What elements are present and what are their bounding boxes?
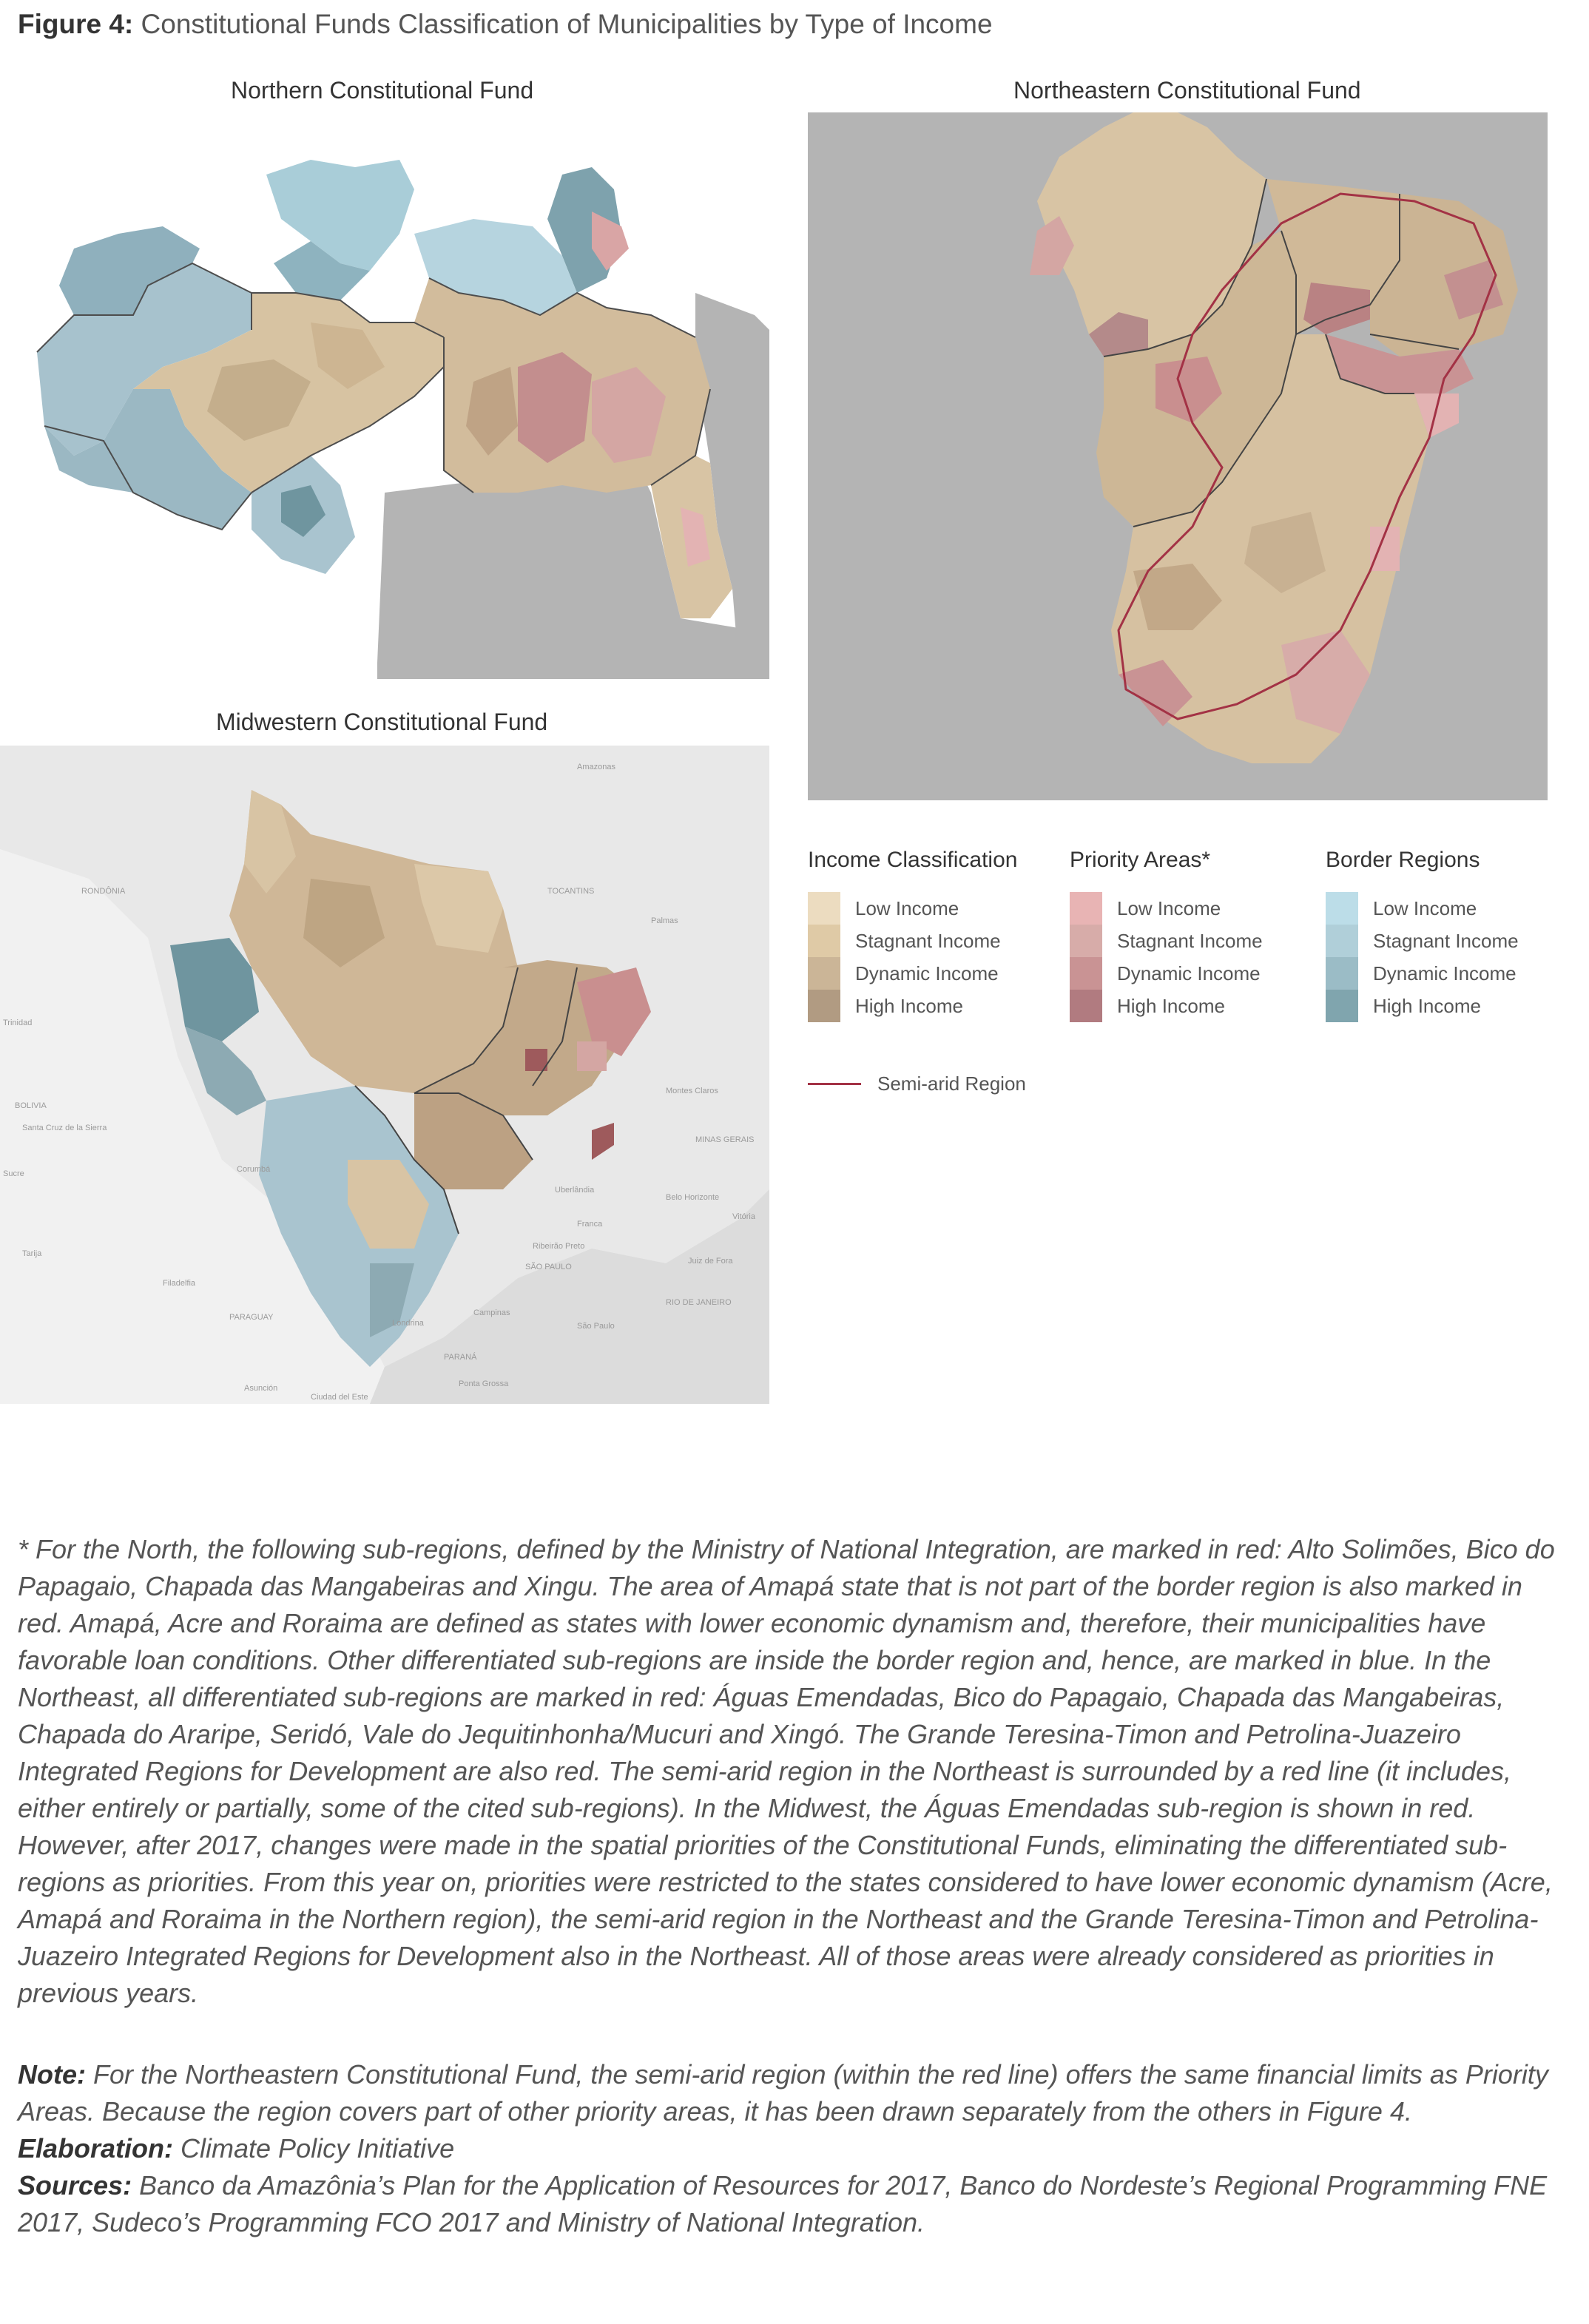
map-label: Santa Cruz de la Sierra — [22, 1124, 107, 1132]
map-label: Filadelfia — [163, 1279, 196, 1288]
legend-item: Low Income — [1326, 892, 1519, 925]
legend-swatch — [808, 990, 840, 1022]
map-label: Palmas — [651, 916, 678, 925]
map-label: Uberlândia — [555, 1186, 595, 1195]
legend-item: High Income — [1326, 990, 1519, 1022]
legend-item: Low Income — [808, 892, 1017, 925]
map-label: BOLIVIA — [15, 1101, 47, 1110]
legend-label: Stagnant Income — [1117, 929, 1263, 952]
legend-swatch — [808, 925, 840, 957]
legend-item: Dynamic Income — [808, 957, 1017, 990]
map-label: RONDÔNIA — [81, 886, 126, 896]
map-label: Amazonas — [577, 763, 615, 771]
legend-item: Stagnant Income — [1070, 925, 1263, 957]
map-label: Trinidad — [3, 1019, 32, 1027]
legend-swatch — [1326, 925, 1358, 957]
legend-item: Stagnant Income — [1326, 925, 1519, 957]
legend-label: Low Income — [855, 896, 959, 919]
map-label: Tarija — [22, 1249, 42, 1258]
legend-label: High Income — [1117, 994, 1225, 1017]
legend-swatch — [808, 957, 840, 990]
map-label: Montes Claros — [666, 1087, 718, 1095]
map-label: Corumbá — [237, 1165, 271, 1174]
northeast-map-title: Northeastern Constitutional Fund — [1013, 77, 1361, 104]
legend-label: Dynamic Income — [1373, 962, 1517, 984]
map-label: Londrina — [392, 1319, 425, 1328]
north-map — [30, 145, 769, 679]
elaboration-text: Climate Policy Initiative — [181, 2133, 455, 2163]
legend-label: Low Income — [1373, 896, 1477, 919]
figure-label: Figure 4: — [18, 9, 134, 39]
map-label: Ciudad del Este — [311, 1393, 368, 1402]
legend-semiarid: Semi-arid Region — [808, 1073, 1026, 1095]
elaboration-paragraph: Elaboration: Climate Policy Initiative — [18, 2130, 1571, 2167]
sources-text: Banco da Amazônia’s Plan for the Applica… — [18, 2170, 1548, 2237]
legend-item: Low Income — [1070, 892, 1263, 925]
notes: * For the North, the following sub-regio… — [18, 1531, 1571, 2241]
map-label: Ribeirão Preto — [533, 1242, 584, 1251]
figure-title: Figure 4: Constitutional Funds Classific… — [18, 9, 993, 40]
legend-label: High Income — [855, 994, 963, 1017]
legend-swatch — [1070, 892, 1102, 925]
legend-label: Stagnant Income — [1373, 929, 1519, 952]
map-label: PARANÁ — [444, 1352, 477, 1362]
legend-priority: Priority Areas* Low Income Stagnant Inco… — [1070, 848, 1263, 1022]
note-text: For the Northeastern Constitutional Fund… — [18, 2059, 1548, 2127]
map-label: Ponta Grossa — [459, 1379, 509, 1388]
map-label: MINAS GERAIS — [695, 1135, 754, 1144]
elaboration-label: Elaboration: — [18, 2133, 174, 2163]
legend-swatch — [1070, 925, 1102, 957]
legend-swatch — [1326, 892, 1358, 925]
northeast-map — [808, 112, 1548, 800]
figure-title-text: Constitutional Funds Classification of M… — [141, 9, 993, 39]
legend-swatch — [808, 892, 840, 925]
map-label: TOCANTINS — [547, 887, 594, 896]
sources-paragraph: Sources: Banco da Amazônia’s Plan for th… — [18, 2167, 1571, 2241]
legend-income: Income Classification Low Income Stagnan… — [808, 848, 1017, 1022]
legend-swatch — [1070, 990, 1102, 1022]
map-label: RIO DE JANEIRO — [666, 1298, 732, 1307]
legend-swatch — [1326, 957, 1358, 990]
north-map-title: Northern Constitutional Fund — [231, 77, 534, 104]
legend-swatch — [1070, 957, 1102, 990]
legend-label: Dynamic Income — [855, 962, 999, 984]
map-label: Asunción — [244, 1384, 277, 1393]
map-label: Sucre — [3, 1169, 24, 1178]
map-label: Juiz de Fora — [688, 1257, 733, 1266]
legend-label: Low Income — [1117, 896, 1221, 919]
legend-semiarid-label: Semi-arid Region — [877, 1073, 1026, 1095]
midwest-map-title: Midwestern Constitutional Fund — [216, 709, 548, 735]
legend-item: High Income — [808, 990, 1017, 1022]
legend-swatch — [1326, 990, 1358, 1022]
legend-label: Stagnant Income — [855, 929, 1001, 952]
map-label: Belo Horizonte — [666, 1193, 719, 1202]
legend-border-title: Border Regions — [1326, 848, 1480, 872]
legend-item: High Income — [1070, 990, 1263, 1022]
map-label: Campinas — [473, 1308, 510, 1317]
legend-item: Dynamic Income — [1326, 957, 1519, 990]
note-label: Note: — [18, 2059, 86, 2090]
map-label: Franca — [577, 1220, 603, 1229]
sources-label: Sources: — [18, 2170, 132, 2200]
map-label: PARAGUAY — [229, 1313, 274, 1322]
map-label: São Paulo — [577, 1322, 615, 1331]
semiarid-line-swatch — [808, 1083, 861, 1085]
footnote: * For the North, the following sub-regio… — [18, 1534, 1555, 2008]
note-paragraph: Note: For the Northeastern Constitutiona… — [18, 2056, 1571, 2130]
map-label: SÃO PAULO — [525, 1262, 572, 1271]
legend-income-title: Income Classification — [808, 848, 1018, 872]
legend-item: Stagnant Income — [808, 925, 1017, 957]
legend-priority-title: Priority Areas* — [1070, 848, 1211, 872]
legend-border: Border Regions Low Income Stagnant Incom… — [1326, 848, 1519, 1022]
legend-label: Dynamic Income — [1117, 962, 1261, 984]
midwest-map: Amazonas RONDÔNIA TOCANTINS Palmas BOLIV… — [0, 746, 769, 1404]
legend-item: Dynamic Income — [1070, 957, 1263, 990]
map-label: Vitória — [732, 1212, 756, 1221]
legend-label: High Income — [1373, 994, 1481, 1017]
